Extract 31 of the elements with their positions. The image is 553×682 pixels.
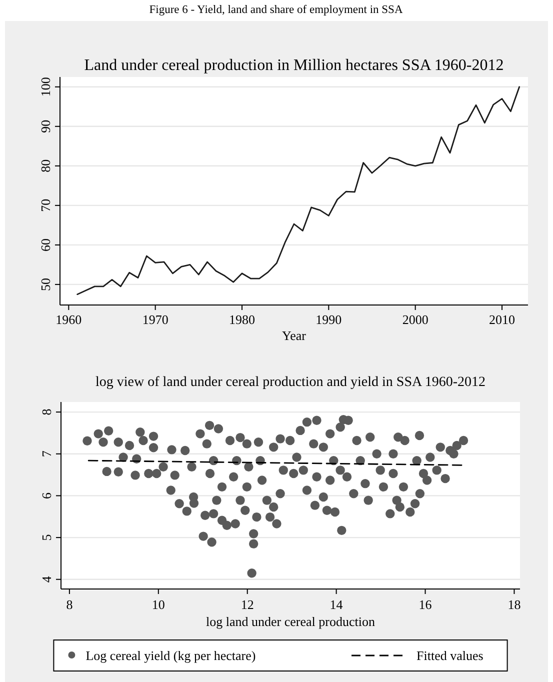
legend-label: Log cereal yield (kg per hectare) [86,648,256,663]
x-tick-label: 12 [240,597,254,612]
y-tick-label: 100 [38,77,53,97]
y-tick-label: 70 [38,198,53,212]
x-axis-title: log land under cereal production [206,614,376,629]
y-tick-label: 80 [38,159,53,172]
x-tick-label: 18 [508,597,521,612]
x-tick-label: 2010 [489,312,515,327]
x-tick-label: 1990 [316,312,342,327]
caption: Figure 6 - Yield, land and share of employment in SSA [149,4,404,16]
y-tick-label: 8 [39,408,54,416]
y-tick-label: 60 [38,238,53,252]
x-axis-title: Year [282,328,307,343]
y-tick-label: 7 [39,450,54,458]
legend-label: Fitted values [416,648,484,663]
chart-title: Land under cereal production in Million hectares SSA 1960-2012 [84,57,504,74]
y-tick-label: 4 [39,576,54,583]
x-tick-label: 14 [330,597,344,612]
x-tick-label: 1980 [229,312,255,327]
y-tick-label: 90 [38,120,53,133]
y-tick-label: 50 [38,278,53,291]
x-tick-label: 8 [66,597,73,612]
x-tick-label: 16 [418,597,432,612]
line-series [76,86,520,296]
y-tick-label: 6 [39,492,54,499]
x-tick-label: 1970 [142,312,168,327]
x-tick-label: 2000 [402,312,428,327]
x-tick-label: 1960 [56,312,82,327]
y-tick-label: 5 [39,534,54,541]
x-tick-label: 10 [152,597,165,612]
chart-title: log view of land under cereal production and yield in SSA 1960-2012 [96,375,486,390]
